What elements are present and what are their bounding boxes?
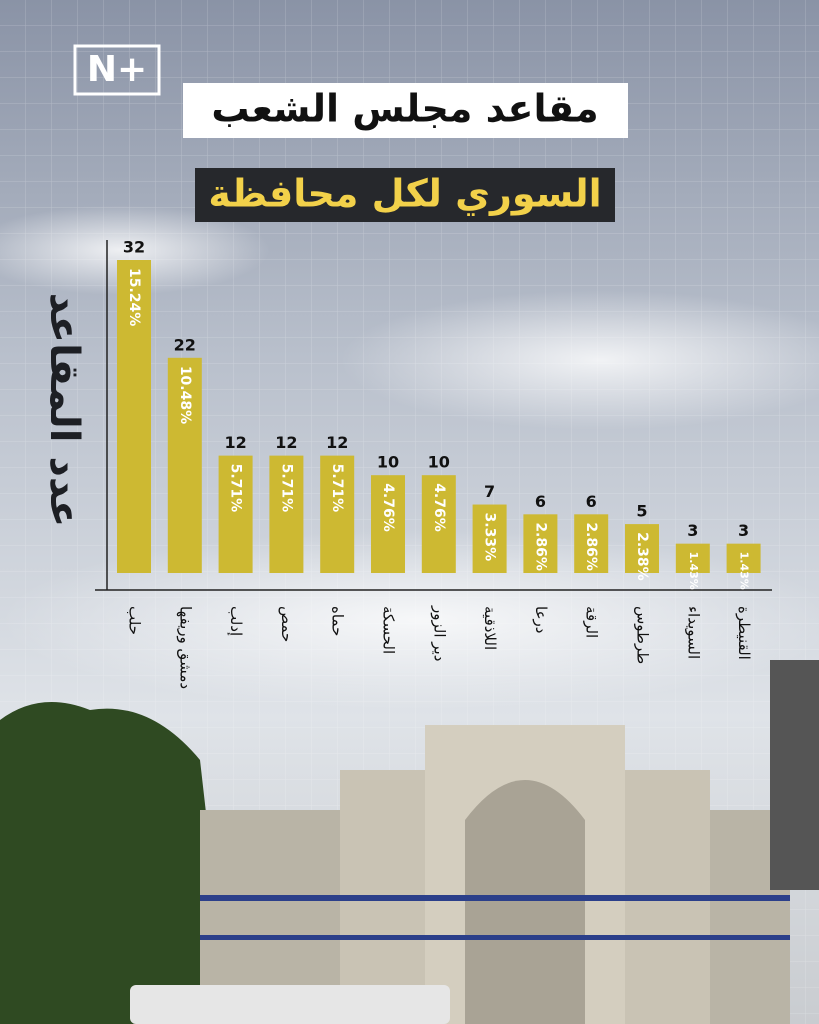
bar xyxy=(421,475,456,573)
share-label: 1.43% xyxy=(738,552,751,590)
value-label: 5 xyxy=(636,502,647,521)
bar xyxy=(269,455,304,573)
share-label: 2.86% xyxy=(583,522,599,571)
share-label: 5.71% xyxy=(228,464,244,513)
share-label: 2.86% xyxy=(532,522,548,571)
bar xyxy=(574,514,609,573)
subtitle-box xyxy=(195,168,615,222)
building xyxy=(0,660,819,1024)
value-label: 6 xyxy=(586,492,597,511)
logo-box xyxy=(73,44,161,96)
value-label: 12 xyxy=(326,433,348,452)
cloud xyxy=(0,205,270,295)
bar xyxy=(320,455,355,573)
x-tick-label: حمص xyxy=(278,606,296,642)
bar xyxy=(472,504,507,573)
bar xyxy=(675,543,710,573)
share-label: 4.76% xyxy=(380,483,396,532)
x-tick-label: إدلب xyxy=(227,606,245,636)
x-tick-label: درعا xyxy=(532,606,550,633)
share-label: 2.38% xyxy=(634,532,650,581)
value-label: 12 xyxy=(224,433,246,452)
chart-title: مقاعد مجلس الشعب xyxy=(211,87,598,131)
value-label: 22 xyxy=(174,335,196,354)
x-tick-label: حماه xyxy=(329,606,347,636)
x-tick-label: دمشق وريفها xyxy=(176,606,194,689)
chart-subtitle: السوري لكل محافظة xyxy=(208,172,601,216)
x-tick-label: اللاذقية xyxy=(481,606,499,650)
title-box xyxy=(183,83,628,138)
share-label: 5.71% xyxy=(278,464,294,513)
value-label: 10 xyxy=(377,453,399,472)
value-label: 6 xyxy=(535,492,546,511)
y-axis-label: عدد المقاعد xyxy=(41,293,87,528)
share-label: 4.76% xyxy=(431,483,447,532)
x-tick-label: القنيطرة xyxy=(735,606,753,660)
bar xyxy=(523,514,558,573)
share-label: 1.43% xyxy=(687,552,700,590)
x-tick-label: الحسكة xyxy=(380,606,398,654)
value-label: 3 xyxy=(738,521,749,540)
bar xyxy=(625,524,659,573)
bar xyxy=(371,475,405,573)
value-label: 12 xyxy=(275,433,297,452)
share-label: 10.48% xyxy=(177,366,193,424)
value-label: 32 xyxy=(123,238,145,257)
value-label: 7 xyxy=(484,482,495,501)
share-label: 3.33% xyxy=(482,513,498,562)
bar xyxy=(167,357,202,573)
cloud xyxy=(0,530,819,710)
bar xyxy=(117,260,151,573)
x-tick-label: حلب xyxy=(126,606,144,635)
x-tick-label: السويداء xyxy=(684,606,702,659)
bar xyxy=(218,455,253,573)
bar xyxy=(726,543,761,573)
x-tick-label: طرطوس xyxy=(634,606,652,664)
x-tick-label: دير الزور xyxy=(430,605,448,661)
value-label: 3 xyxy=(687,521,698,540)
cloud xyxy=(340,290,819,430)
x-tick-label: الرقة xyxy=(583,606,601,638)
value-label: 10 xyxy=(428,453,450,472)
share-label: 15.24% xyxy=(126,268,142,326)
share-label: 5.71% xyxy=(329,464,345,513)
logo: N+ xyxy=(87,49,147,90)
